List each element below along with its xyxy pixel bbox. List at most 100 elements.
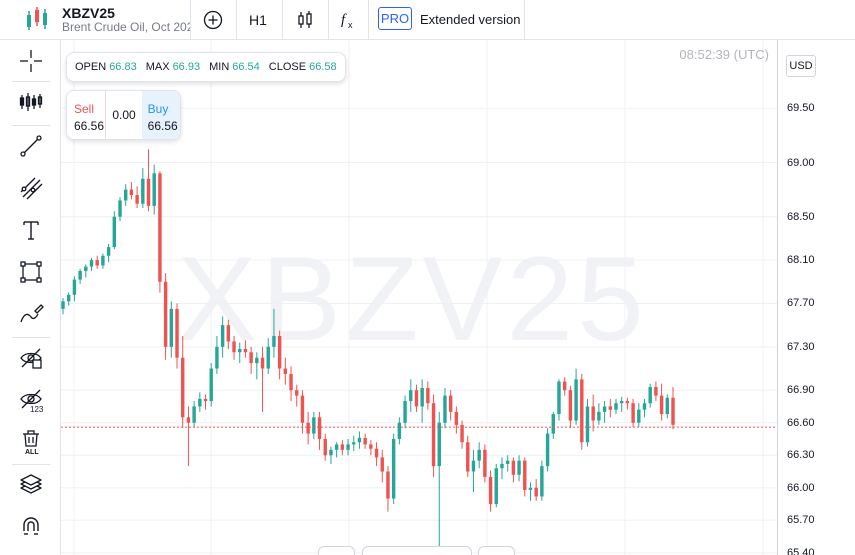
candle-body [545, 433, 550, 467]
candle-body [329, 449, 333, 456]
chart-type-tool[interactable] [12, 86, 50, 118]
candle-body [380, 457, 384, 472]
candle-body [466, 442, 470, 472]
candlestick-chart[interactable] [61, 40, 777, 555]
timeline-tab[interactable] [362, 546, 472, 555]
candle [106, 243, 111, 263]
price-tick-label: 67.70 [787, 297, 815, 310]
candle-body [517, 460, 521, 475]
ohlc-legend: OPEN 66.83 MAX 66.93 MIN 66.54 CLOSE 66.… [66, 52, 346, 82]
text-tool[interactable] [12, 214, 50, 246]
candle [431, 394, 436, 477]
fib-tool[interactable] [12, 172, 50, 204]
candle [186, 406, 191, 467]
candle [454, 406, 459, 434]
candle [414, 384, 419, 412]
sell-button[interactable]: Sell 66.56 [67, 91, 107, 139]
candle [112, 211, 117, 250]
candle-body [483, 449, 487, 477]
candle-body [175, 308, 179, 358]
candle [129, 182, 134, 200]
brush-tool[interactable] [12, 298, 50, 330]
candle-body [317, 417, 322, 439]
candle-body [505, 460, 510, 464]
candle [619, 396, 624, 412]
delete-all-tool[interactable]: ALL [12, 426, 50, 458]
candle-body [249, 352, 253, 364]
candle [602, 401, 607, 423]
candle [260, 346, 265, 412]
open-value: 66.83 [109, 61, 137, 73]
candle-body [448, 395, 453, 412]
candle-body [528, 487, 533, 490]
zoom-out-tab[interactable] [318, 546, 355, 555]
candle-body [454, 411, 459, 425]
candle-body [129, 189, 134, 196]
tool-divider [12, 81, 50, 82]
candle [277, 330, 282, 380]
candle-body [642, 403, 647, 410]
tool-divider [12, 125, 50, 126]
candle [511, 457, 516, 483]
candle-body [95, 260, 99, 266]
candle [500, 457, 504, 480]
magnet-tool[interactable] [12, 510, 50, 542]
chart-style-button[interactable] [288, 4, 322, 36]
candle-body [135, 195, 139, 204]
extended-version-link[interactable]: Extended version [420, 12, 521, 27]
candle-body [363, 437, 367, 445]
candle-body [203, 398, 208, 402]
candle [591, 394, 595, 432]
crosshair-tool[interactable] [12, 45, 50, 77]
candle [169, 301, 174, 358]
chart-pane[interactable]: XBZV25 08:52:39 (UTC) [61, 40, 777, 555]
symbol-name[interactable]: XBZV25 [62, 5, 115, 21]
price-tick-label: 69.50 [787, 102, 815, 115]
trend-line-tool[interactable] [12, 130, 50, 162]
price-tick-label: 66.30 [787, 449, 815, 462]
compare-add-button[interactable] [196, 4, 230, 36]
candle [272, 308, 276, 358]
candle-body [500, 463, 504, 469]
candle-body [619, 401, 624, 404]
min-value: 66.54 [232, 61, 260, 73]
candle-body [671, 397, 675, 425]
candle [409, 379, 413, 412]
candle-body [181, 357, 185, 418]
candle-body [608, 406, 612, 410]
add-circle-icon [203, 10, 223, 30]
candle [369, 440, 373, 456]
timeframe-button[interactable]: H1 [249, 12, 267, 28]
price-axis[interactable]: USD 69.50 69.00 68.50 68.10 67.70 67.30 66.90 6… [777, 40, 855, 555]
candle-body [238, 349, 242, 353]
candle [637, 403, 641, 428]
candle [448, 390, 453, 421]
candle-body [511, 460, 516, 475]
candle [158, 171, 162, 293]
candle-body [169, 308, 174, 347]
rectangle-tool[interactable] [12, 256, 50, 288]
currency-button[interactable]: USD [786, 55, 816, 77]
price-tick-label: 68.10 [787, 254, 815, 267]
candle [220, 316, 225, 358]
price-tick-label: 67.30 [787, 340, 815, 353]
candle [243, 340, 248, 358]
layers-tool[interactable] [12, 468, 50, 500]
candle [141, 167, 145, 209]
candle [380, 449, 384, 483]
buy-button[interactable]: Buy 66.56 [141, 91, 180, 139]
candle [95, 255, 99, 269]
candle [374, 442, 379, 467]
candle-body [61, 301, 65, 309]
pro-badge[interactable]: PRO [378, 7, 412, 30]
hide-indicators-tool[interactable]: 123 [12, 384, 50, 416]
candle [323, 433, 327, 461]
zoom-in-tab[interactable] [478, 546, 515, 555]
candle-body [580, 379, 584, 443]
hide-drawings-tool[interactable] [12, 342, 50, 374]
candle-body [266, 346, 270, 369]
candle [477, 442, 481, 469]
candle [255, 352, 259, 380]
